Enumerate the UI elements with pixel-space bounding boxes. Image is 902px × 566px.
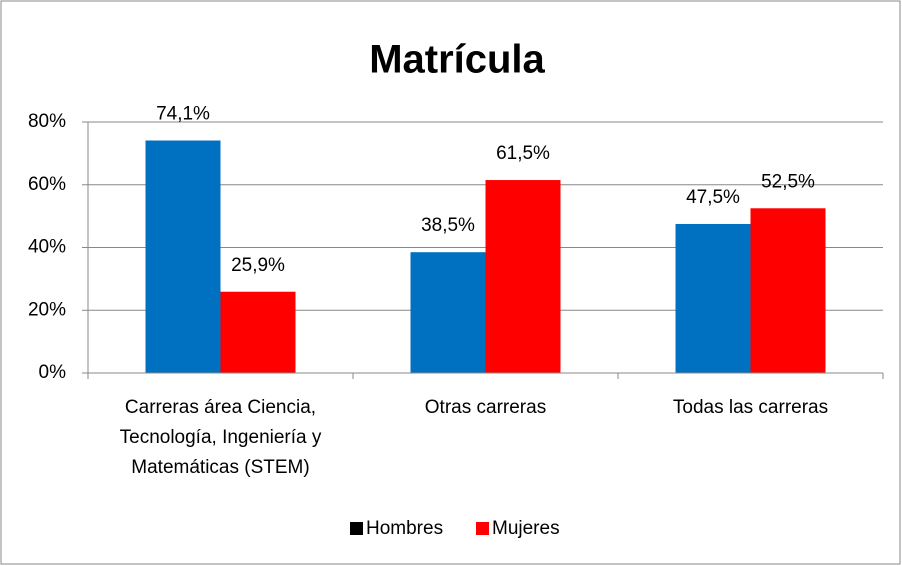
legend-label: Hombres (366, 518, 443, 539)
bar (145, 140, 221, 373)
data-label: 38,5% (421, 215, 475, 236)
legend-marker (476, 522, 489, 535)
data-label: 74,1% (156, 104, 210, 125)
bar (485, 180, 561, 373)
y-tick-label: 0% (39, 362, 67, 383)
data-label: 61,5% (496, 143, 550, 164)
data-label: 47,5% (686, 187, 740, 208)
legend-marker (350, 522, 363, 535)
bar (220, 291, 296, 373)
chart-title: Matrícula (369, 38, 545, 82)
y-tick-label: 40% (28, 237, 66, 258)
x-tick-label: Otras carreras (424, 397, 547, 418)
bar (410, 252, 486, 373)
bar (750, 208, 826, 373)
data-label: 52,5% (761, 171, 815, 192)
bar (675, 223, 751, 373)
y-tick-label: 20% (28, 299, 66, 320)
x-tick-label: Todas las carreras (672, 397, 829, 418)
legend-label: Mujeres (492, 518, 560, 539)
y-tick-label: 80% (28, 111, 66, 132)
x-tick-label: Carreras área Ciencia, Tecnología, Ingen… (119, 397, 322, 478)
data-label: 25,9% (231, 255, 285, 276)
y-tick-label: 60% (28, 174, 66, 195)
